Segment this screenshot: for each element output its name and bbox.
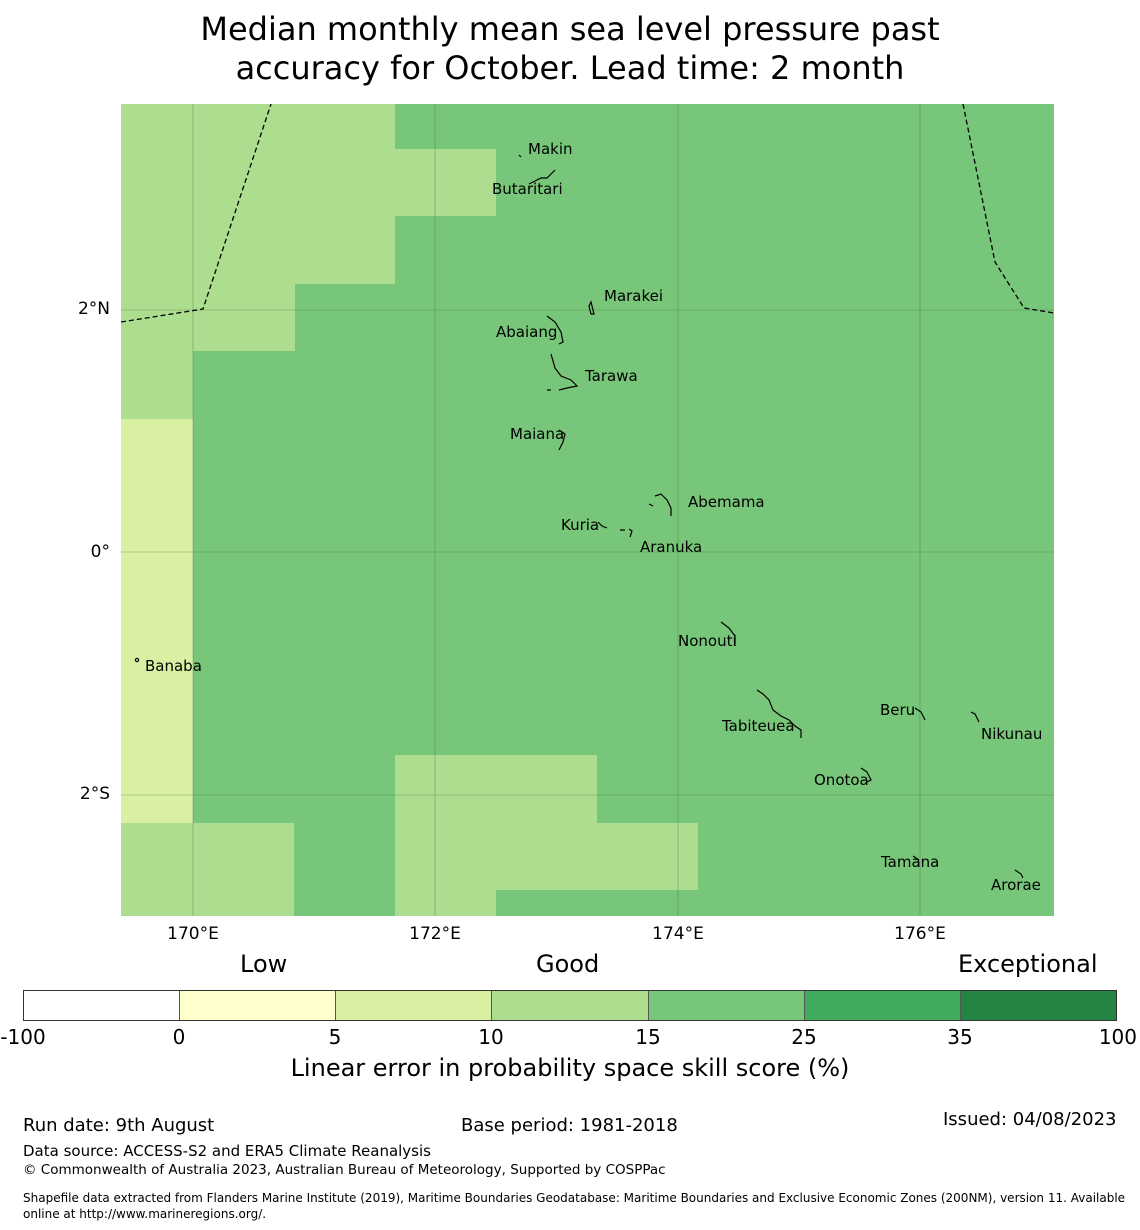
butaritari-outline — [528, 169, 556, 185]
island-label-banaba: Banaba — [145, 657, 202, 675]
arorae-outline — [1014, 869, 1024, 879]
makin-outline — [518, 154, 522, 158]
lat-label-2n: 2°N — [77, 299, 110, 319]
tamana-outline — [912, 855, 920, 861]
category-good: Good — [536, 950, 600, 978]
colorbar-tick: 35 — [947, 1025, 973, 1049]
colorbar-segment-3 — [336, 991, 493, 1020]
island-label-abaiang: Abaiang — [496, 323, 558, 341]
colorbar-tick: 10 — [478, 1025, 504, 1049]
tabiteuea-outline — [756, 689, 802, 738]
colorbar-tick: -100 — [0, 1025, 46, 1049]
category-low: Low — [240, 950, 288, 978]
island-label-makin: Makin — [528, 140, 573, 158]
map-title: Median monthly mean sea level pressure p… — [0, 10, 1140, 88]
graticule — [121, 104, 1054, 916]
nonouti-outline — [720, 621, 736, 646]
marakei-outline — [588, 300, 595, 315]
category-exceptional: Exceptional — [958, 950, 1098, 978]
lon-label-174e: 174°E — [652, 924, 704, 944]
aranuka-outline — [620, 528, 633, 538]
skill-band-10-15 — [121, 104, 698, 916]
island-label-beru: Beru — [880, 701, 916, 719]
lat-label-0: 0° — [90, 542, 110, 562]
colorbar-segment-7 — [960, 991, 1116, 1020]
island-outlines — [134, 154, 1024, 879]
colorbar-segment-6 — [804, 991, 961, 1020]
map-svg — [121, 104, 1054, 916]
lon-label-170e: 170°E — [167, 924, 219, 944]
island-label-butaritari: Butaritari — [492, 180, 563, 198]
colorbar-segment-1 — [24, 991, 181, 1020]
skill-band-5-10 — [121, 419, 193, 823]
abemama-outline — [654, 493, 672, 516]
title-line-2: accuracy for October. Lead time: 2 month — [235, 49, 905, 87]
colorbar-segment-2 — [180, 991, 337, 1020]
nikunau-outline — [970, 711, 980, 723]
island-label-tabiteuea: Tabiteuea — [722, 717, 795, 735]
island-label-nonouti: Nonouti — [678, 632, 737, 650]
colorbar-tick: 100 — [1098, 1025, 1137, 1049]
colorbar-segment-4 — [492, 991, 649, 1020]
colorbar-tick: 0 — [172, 1025, 186, 1049]
colorbar-tick: 5 — [328, 1025, 342, 1049]
island-label-maiana: Maiana — [510, 425, 565, 443]
lon-label-176e: 176°E — [894, 924, 946, 944]
colorbar-tick: 15 — [635, 1025, 661, 1049]
copyright: © Commonwealth of Australia 2023, Austra… — [23, 1162, 666, 1178]
island-label-tarawa: Tarawa — [585, 367, 638, 385]
island-label-arorae: Arorae — [991, 876, 1041, 894]
skill-band-15-25 — [496, 755, 1054, 916]
colorbar-tick: 25 — [791, 1025, 817, 1049]
colorbar-label: Linear error in probability space skill … — [290, 1054, 850, 1082]
issued-date: Issued: 04/08/2023 — [943, 1109, 1117, 1130]
abemama-islet-outline — [648, 503, 654, 507]
banaba-outline — [134, 657, 140, 663]
colorbar-segment-5 — [648, 991, 805, 1020]
base-period: Base period: 1981-2018 — [461, 1115, 678, 1136]
data-source: Data source: ACCESS-S2 and ERA5 Climate … — [23, 1142, 431, 1160]
shapefile-credit-line-2: online at http://www.marineregions.org/. — [23, 1207, 267, 1221]
maiana-outline — [558, 429, 566, 451]
tarawa-outline — [550, 353, 579, 391]
island-label-nikunau: Nikunau — [981, 725, 1043, 743]
eez-boundary — [121, 104, 1054, 323]
lat-label-2s: 2°S — [79, 784, 110, 804]
island-label-marakei: Marakei — [604, 287, 664, 305]
skill-score-map: Makin Butaritari Marakei Abaiang Tarawa … — [121, 104, 1054, 916]
run-date: Run date: 9th August — [23, 1115, 215, 1136]
lon-label-172e: 172°E — [409, 924, 461, 944]
island-label-onotoa: Onotoa — [814, 771, 869, 789]
kuria-outline — [597, 521, 608, 529]
island-label-abemama: Abemama — [688, 493, 765, 511]
colorbar — [23, 990, 1117, 1021]
island-label-tamana: Tamana — [881, 853, 940, 871]
title-line-1: Median monthly mean sea level pressure p… — [200, 10, 940, 48]
shapefile-credit-line-1: Shapefile data extracted from Flanders M… — [23, 1191, 1126, 1205]
beru-outline — [914, 707, 926, 721]
island-label-kuria: Kuria — [561, 516, 600, 534]
island-label-aranuka: Aranuka — [640, 538, 703, 556]
onotoa-outline — [860, 767, 872, 783]
abaiang-outline — [546, 315, 564, 345]
